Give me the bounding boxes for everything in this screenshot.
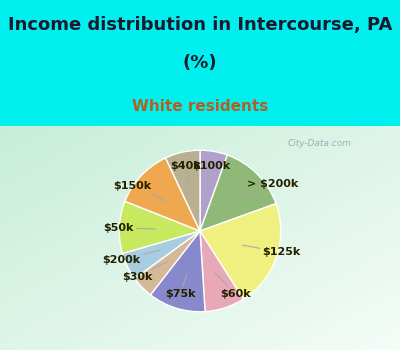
Wedge shape bbox=[200, 150, 227, 231]
Wedge shape bbox=[119, 201, 200, 253]
Wedge shape bbox=[122, 231, 200, 279]
Wedge shape bbox=[125, 158, 200, 231]
Text: $100k: $100k bbox=[192, 161, 230, 187]
Text: $40k: $40k bbox=[170, 161, 201, 187]
Wedge shape bbox=[200, 155, 276, 231]
Text: $60k: $60k bbox=[215, 273, 251, 299]
Wedge shape bbox=[150, 231, 205, 312]
Text: (%): (%) bbox=[183, 54, 217, 72]
Text: $75k: $75k bbox=[165, 274, 196, 299]
Text: $150k: $150k bbox=[114, 181, 167, 201]
Text: Income distribution in Intercourse, PA: Income distribution in Intercourse, PA bbox=[8, 15, 392, 34]
Wedge shape bbox=[166, 150, 200, 231]
Text: $30k: $30k bbox=[122, 261, 167, 282]
Text: > $200k: > $200k bbox=[232, 179, 298, 200]
Text: $125k: $125k bbox=[242, 245, 301, 258]
Text: City-Data.com: City-Data.com bbox=[288, 139, 352, 148]
Text: $200k: $200k bbox=[102, 250, 160, 265]
Wedge shape bbox=[135, 231, 200, 295]
Text: White residents: White residents bbox=[132, 99, 268, 114]
Wedge shape bbox=[200, 204, 281, 299]
Text: $50k: $50k bbox=[104, 223, 155, 233]
Wedge shape bbox=[200, 231, 243, 312]
